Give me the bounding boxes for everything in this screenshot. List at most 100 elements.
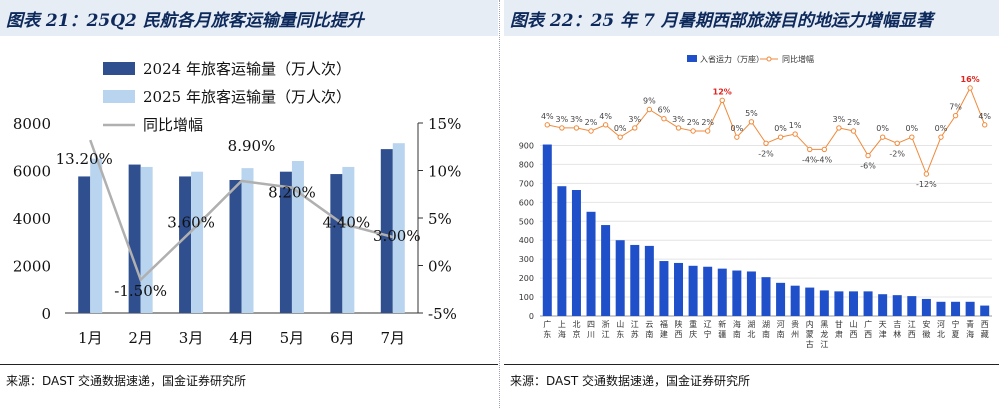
left-title-bar: 图表 21：25Q2 民航各月旅客运输量同比提升 xyxy=(0,0,498,36)
bar-2025 xyxy=(291,161,304,313)
capacity-bar xyxy=(907,296,917,316)
legend-label-yoy: 同比增幅 xyxy=(782,54,814,64)
yoy-point xyxy=(836,125,842,131)
bar-2025 xyxy=(241,168,254,313)
bar-2024 xyxy=(78,176,91,313)
x-tick-label: 四川 xyxy=(587,320,595,339)
bar-2024 xyxy=(330,174,343,313)
yoy-point xyxy=(748,119,755,125)
yoy-point xyxy=(967,85,973,91)
y2-tick-label: -5% xyxy=(428,305,457,323)
yoy-point xyxy=(719,97,725,103)
x-tick-label: 湖北 xyxy=(747,320,755,339)
x-tick-label: 贵州 xyxy=(791,319,799,339)
y-tick-label: 0 xyxy=(41,305,51,323)
yoy-data-label: 2% xyxy=(701,118,714,127)
yoy-data-label: 3.60% xyxy=(167,213,215,231)
yoy-data-label: 8.90% xyxy=(228,137,276,155)
yoy-data-label: -1.50% xyxy=(114,282,167,300)
bar-2024 xyxy=(229,180,242,313)
yoy-data-label: 0% xyxy=(614,124,627,133)
yoy-point xyxy=(923,171,930,177)
capacity-bar xyxy=(542,144,552,316)
x-tick-label: 重庆 xyxy=(689,319,697,339)
x-tick-label: 山西 xyxy=(849,319,857,339)
right-chart-title: 图表 22：25 年 7 月暑期西部旅游目的地运力增幅显著 xyxy=(510,11,933,31)
bar-2025 xyxy=(392,143,405,313)
capacity-bar xyxy=(644,245,654,316)
capacity-bar xyxy=(951,301,961,316)
x-tick-label: 西藏 xyxy=(981,320,989,339)
y-tick-label: 8000 xyxy=(13,115,51,133)
capacity-bar xyxy=(761,277,771,316)
x-tick-label: 黑龙江 xyxy=(820,320,828,349)
yoy-point xyxy=(865,152,871,159)
yoy-point xyxy=(573,125,580,131)
right-source-text: 来源：DAST 交通数据速递，国金证券研究所 xyxy=(510,374,751,388)
x-tick-label: 2月 xyxy=(128,329,153,347)
yoy-point xyxy=(938,134,944,140)
y2-tick-label: 10% xyxy=(428,163,461,181)
y-tick-label: 2000 xyxy=(13,258,51,276)
bar-2025 xyxy=(342,166,355,313)
capacity-bar xyxy=(586,211,596,316)
y-tick-label: 600 xyxy=(519,198,534,207)
yoy-data-label: 0% xyxy=(935,124,948,133)
yoy-data-label: 4.40% xyxy=(323,214,371,232)
y-tick-label: 900 xyxy=(519,141,534,150)
yoy-point xyxy=(661,116,667,122)
yoy-point xyxy=(879,134,886,140)
yoy-data-label: 0% xyxy=(876,124,889,133)
right-source-divider xyxy=(504,364,999,365)
y2-tick-label: 15% xyxy=(428,115,461,133)
yoy-point xyxy=(982,122,988,128)
x-tick-label: 湖南 xyxy=(762,320,770,339)
x-tick-label: 1月 xyxy=(78,329,103,347)
yoy-data-label: 16% xyxy=(961,75,980,84)
capacity-bar xyxy=(571,190,581,316)
yoy-data-label: 3.00% xyxy=(373,227,421,245)
x-tick-label: 青海 xyxy=(966,319,974,339)
y-tick-label: 0 xyxy=(529,312,534,321)
capacity-bar xyxy=(892,295,902,316)
yoy-point xyxy=(675,125,682,131)
x-tick-label: 河北 xyxy=(937,319,945,339)
x-tick-label: 内蒙古 xyxy=(806,319,814,349)
capacity-bar xyxy=(659,261,669,316)
capacity-bar xyxy=(921,298,931,316)
yoy-point xyxy=(821,146,828,153)
y-tick-label: 700 xyxy=(519,179,534,188)
legend-label-yoy: 同比增幅 xyxy=(143,116,203,134)
x-tick-label: 3月 xyxy=(179,329,204,347)
yoy-growth-line xyxy=(89,139,394,282)
yoy-point xyxy=(807,146,813,153)
yoy-point xyxy=(544,122,550,128)
capacity-bar xyxy=(557,186,567,316)
y-tick-label: 300 xyxy=(519,255,534,264)
bar-2024 xyxy=(179,176,192,313)
yoy-data-label: 13.20% xyxy=(56,150,113,168)
yoy-data-label: 4% xyxy=(978,112,991,121)
capacity-bar xyxy=(834,291,844,316)
capacity-bar xyxy=(732,270,742,316)
yoy-point xyxy=(792,131,798,137)
yoy-data-label: 7% xyxy=(949,103,962,112)
x-tick-label: 福建 xyxy=(660,320,668,339)
yoy-data-label: 2% xyxy=(687,118,700,127)
capacity-bar xyxy=(863,291,873,316)
y-tick-label: 400 xyxy=(519,236,534,245)
bar-2025 xyxy=(191,171,204,313)
legend-label-capacity: 入省运力（万座） xyxy=(700,54,764,64)
capacity-bar xyxy=(601,225,611,316)
legend-marker-yoy xyxy=(766,56,772,62)
capacity-bar xyxy=(746,271,756,316)
yoy-point xyxy=(894,140,900,146)
left-combo-chart: 0 2000 4000 6000 8000 -5% 0% 5% 10% 15% 1月 2月 3月 4月 5月… xyxy=(13,60,462,347)
x-tick-label: 上海 xyxy=(558,320,566,339)
yoy-point xyxy=(777,134,784,140)
yoy-data-label: 5% xyxy=(745,109,758,118)
yoy-point xyxy=(850,128,857,134)
capacity-bar xyxy=(615,240,625,316)
bar-2024 xyxy=(128,164,141,313)
capacity-bar xyxy=(790,285,800,316)
